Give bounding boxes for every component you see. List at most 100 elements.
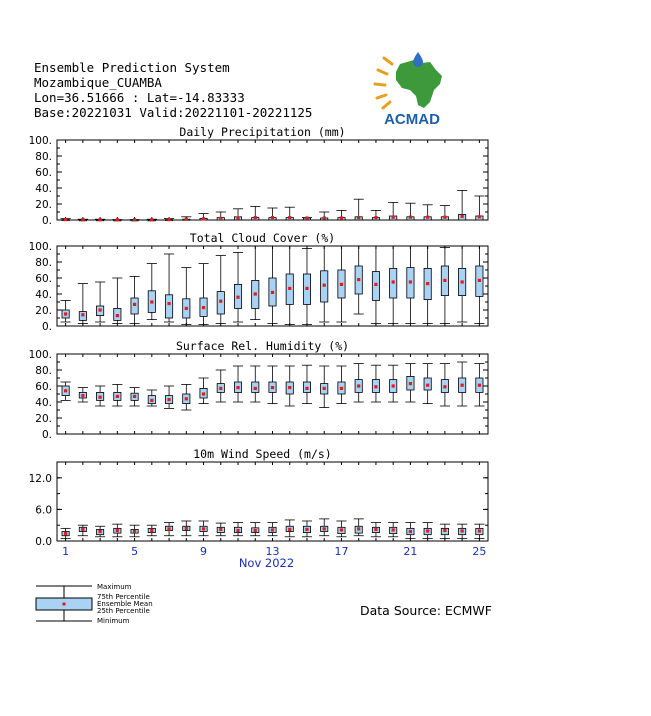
panel-title: Total Cloud Cover (%)	[190, 231, 335, 245]
header-base-valid: Base:20221031 Valid:20221101-20221125	[34, 105, 313, 120]
mean-marker	[167, 527, 171, 531]
mean-marker	[305, 286, 309, 290]
mean-marker	[219, 216, 223, 220]
mean-marker	[339, 528, 344, 532]
mean-marker	[150, 528, 154, 533]
mean-marker	[443, 215, 447, 219]
mean-marker	[391, 215, 395, 219]
y-tick-label: 80.	[35, 257, 52, 269]
mean-marker	[322, 216, 326, 220]
mean-marker	[288, 286, 292, 290]
y-tick-label: 20.	[35, 413, 52, 425]
x-tick-label: 21	[403, 545, 417, 558]
legend-maximum: Maximum	[97, 583, 132, 591]
mean-marker	[64, 312, 68, 316]
mean-marker	[270, 216, 275, 220]
mean-marker	[322, 283, 326, 287]
mean-marker	[167, 218, 171, 222]
mean-marker	[477, 278, 481, 282]
mean-marker	[460, 529, 464, 533]
mean-marker	[98, 395, 102, 399]
mean-marker	[201, 217, 206, 221]
mean-marker	[357, 384, 361, 388]
panel-title: Daily Precipitation (mm)	[179, 125, 345, 139]
x-tick-label: 9	[200, 545, 207, 558]
mean-marker	[219, 299, 223, 303]
mean-marker	[98, 529, 102, 534]
mean-marker	[236, 528, 240, 533]
x-tick-label: 5	[131, 545, 138, 558]
x-month-label: Nov 2022	[239, 556, 294, 570]
mean-marker	[236, 295, 240, 299]
mean-marker	[305, 527, 309, 532]
mean-marker	[167, 398, 171, 402]
mean-marker	[460, 214, 464, 218]
x-tick-label: 13	[266, 545, 280, 558]
mean-marker	[253, 216, 257, 220]
acmad-logo: ACMAD	[373, 52, 442, 128]
mean-marker	[374, 216, 378, 220]
mean-marker	[408, 382, 413, 386]
mean-marker	[81, 218, 85, 222]
mean-marker	[391, 384, 395, 388]
mean-marker	[115, 528, 119, 533]
mean-marker	[322, 386, 326, 390]
mean-marker	[219, 527, 223, 532]
y-tick-label: 12.0	[29, 473, 52, 485]
y-tick-label: 100.	[29, 349, 52, 361]
mean-marker	[184, 306, 188, 310]
mean-marker	[236, 386, 240, 390]
mean-marker	[357, 216, 361, 220]
x-tick-label: 17	[334, 545, 348, 558]
mean-marker	[288, 386, 292, 390]
mean-marker	[64, 389, 68, 393]
mean-marker	[201, 392, 206, 396]
header-location: Mozambique_CUAMBA	[34, 75, 162, 90]
mean-marker	[184, 526, 188, 530]
mean-marker	[115, 394, 119, 398]
mean-marker	[132, 218, 137, 222]
mean-marker	[81, 313, 85, 317]
mean-marker	[460, 383, 464, 387]
y-tick-label: 40.	[35, 397, 52, 409]
mean-marker	[305, 216, 309, 220]
header-coordinates: Lon=36.51666 : Lat=-14.83333	[34, 90, 245, 105]
y-tick-label: 0.0	[35, 536, 52, 548]
legend-p25: 25th Percentile	[97, 607, 150, 615]
mean-marker	[408, 215, 413, 219]
logo-text: ACMAD	[384, 111, 440, 128]
mean-marker	[64, 218, 68, 222]
mean-marker	[426, 282, 430, 286]
y-tick-label: 60.	[35, 167, 52, 179]
mean-marker	[426, 529, 430, 533]
mean-marker	[150, 218, 154, 222]
y-tick-label: 100.	[29, 241, 52, 253]
mean-marker	[288, 216, 292, 220]
mean-marker	[391, 528, 395, 532]
mean-marker	[132, 394, 137, 398]
mean-marker	[167, 302, 171, 306]
y-tick-label: 40.	[35, 183, 52, 195]
mean-marker	[115, 218, 119, 222]
panel-title: Surface Rel. Humidity (%)	[176, 339, 349, 353]
mean-marker	[98, 218, 102, 222]
mean-marker	[339, 216, 344, 220]
y-tick-label: 0.	[42, 321, 52, 333]
mean-marker	[150, 398, 154, 402]
mean-marker	[322, 527, 326, 531]
legend-mean-marker	[62, 602, 66, 606]
mean-marker	[426, 215, 430, 219]
mean-marker	[132, 529, 137, 534]
y-tick-label: 0.	[42, 429, 52, 441]
legend-minimum: Minimum	[97, 617, 130, 625]
y-tick-label: 80.	[35, 365, 52, 377]
mean-marker	[391, 280, 395, 284]
mean-marker	[443, 385, 447, 389]
mean-marker	[288, 527, 292, 532]
y-tick-label: 20.	[35, 199, 52, 211]
mean-marker	[253, 386, 257, 390]
x-tick-label: 1	[62, 545, 69, 558]
mean-marker	[357, 527, 361, 531]
mean-marker	[477, 215, 481, 219]
mean-marker	[374, 385, 378, 389]
